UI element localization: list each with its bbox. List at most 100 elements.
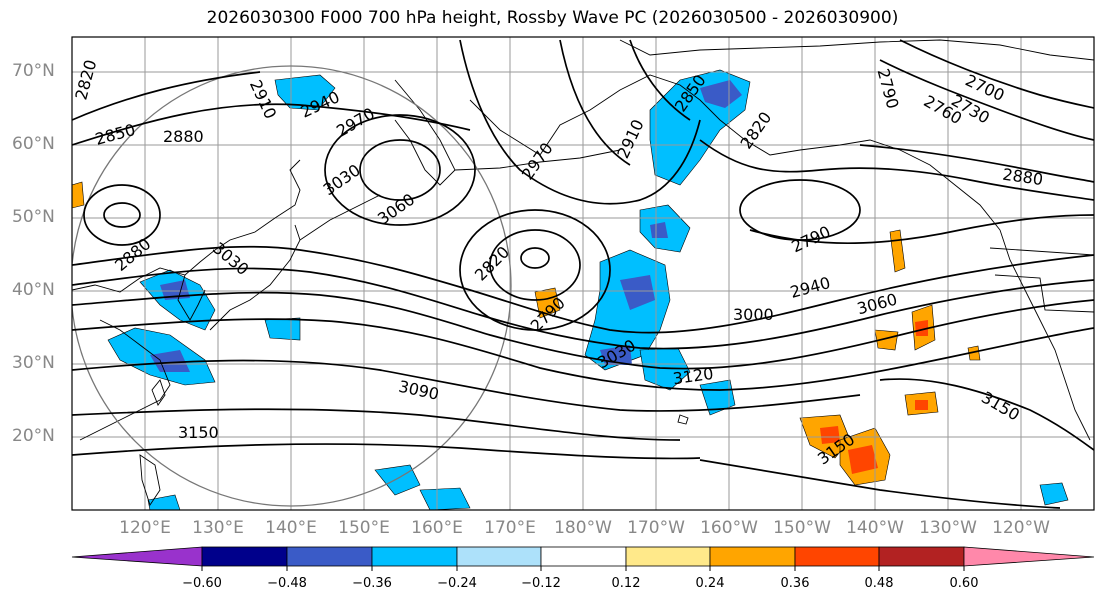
colorbar-segment: [540, 546, 627, 567]
anomaly-shading-strong-negative: [150, 80, 742, 372]
anomaly-core: [150, 350, 190, 372]
lat-label: 40°N: [12, 280, 55, 300]
anomaly-blob: [419, 487, 471, 510]
anomaly-core: [700, 80, 742, 108]
colorbar-tick-label: −0.36: [352, 576, 392, 591]
contour-label: 3150: [178, 423, 219, 442]
coast-us-state: [994, 274, 1094, 313]
contour-line: [72, 408, 681, 441]
coast-alaska: [469, 74, 1001, 231]
coast-kamchatka: [394, 79, 456, 186]
lon-label: 160°E: [411, 518, 463, 538]
anomaly-core: [620, 275, 655, 310]
coast-taiwan: [151, 379, 166, 406]
coast-korea: [177, 274, 206, 321]
contour-line: [749, 214, 1094, 245]
anomaly-blob: [967, 345, 981, 361]
contour-label: 2880: [163, 127, 204, 146]
map-title: 2026030300 F000 700 hPa height, Rossby W…: [206, 8, 899, 28]
height-contours: [72, 39, 1094, 509]
contour-line: [72, 291, 1094, 370]
contour-line: [324, 114, 476, 226]
colorbar-tick-label: 0.36: [780, 576, 810, 591]
contour-line: [859, 144, 1094, 183]
colorbar-tick-label: −0.12: [521, 576, 561, 591]
colorbar-segment: [963, 546, 1095, 567]
anomaly-shading-strong-positive: [820, 320, 928, 474]
lat-label: 50°N: [12, 207, 55, 227]
contour-line: [459, 209, 611, 331]
colorbar-tick-label: 0.48: [864, 576, 894, 591]
contour-line: [103, 202, 141, 228]
anomaly-core: [820, 426, 840, 444]
anomaly-core: [915, 320, 928, 336]
lon-label: 150°E: [338, 518, 390, 538]
anomaly-blob: [874, 329, 899, 351]
graticule: [72, 37, 1094, 510]
colorbar-tick-label: −0.24: [437, 576, 477, 591]
lon-label: 150°W: [773, 518, 831, 538]
coast-kurils: [299, 194, 381, 241]
contour-line: [899, 39, 1094, 109]
coast-asia: [72, 159, 301, 293]
colorbar-segment: [71, 546, 203, 567]
contour-line: [72, 359, 861, 412]
anomaly-blob: [147, 494, 181, 510]
anomaly-core: [848, 445, 878, 474]
colorbar-segment: [794, 546, 880, 567]
lat-label: 30°N: [12, 353, 55, 373]
coast-canada-border: [989, 247, 1094, 256]
coast-philippines: [139, 454, 161, 507]
anomaly-blob: [699, 379, 736, 416]
colorbar-ticks: [201, 566, 965, 571]
map-border: [71, 36, 1095, 511]
contour-label: 3000: [733, 305, 774, 324]
colorbar-segment: [878, 546, 965, 567]
coast-aleutians: [454, 149, 621, 171]
lat-label: 70°N: [12, 61, 55, 81]
contour-line: [699, 139, 1094, 201]
contour-line: [83, 184, 161, 246]
colorbar-tick-label: −0.60: [182, 576, 222, 591]
anomaly-blob: [534, 287, 561, 319]
lat-label: 60°N: [12, 134, 55, 154]
colorbar-segment: [371, 546, 458, 567]
lon-label: 130°W: [919, 518, 977, 538]
coast-china: [79, 319, 171, 441]
contour-line: [72, 443, 701, 460]
lon-label: 180°W: [554, 518, 612, 538]
coast-hawaii: [677, 414, 689, 425]
lat-label: 20°N: [12, 426, 55, 446]
contour-line: [72, 267, 1094, 350]
anomaly-core: [650, 222, 668, 238]
contour-line: [879, 59, 1094, 141]
contour-line: [72, 318, 1094, 391]
contour-line: [489, 229, 581, 301]
colorbar-segment: [625, 546, 711, 567]
lon-label: 120°E: [119, 518, 171, 538]
contour-line: [559, 39, 631, 166]
anomaly-core: [915, 400, 928, 410]
contour-line: [459, 39, 701, 205]
anomaly-blob: [72, 181, 85, 209]
colorbar-segment: [286, 546, 373, 567]
coast-arctic: [619, 39, 1094, 61]
contour-line: [72, 103, 471, 146]
colorbar-tick-label: 0.12: [611, 576, 641, 591]
anomaly-blob: [1039, 482, 1069, 506]
lon-label: 160°W: [700, 518, 758, 538]
contour-line: [879, 378, 1094, 451]
reference-circle: [72, 65, 512, 507]
contour-line: [359, 139, 441, 201]
lon-label: 140°W: [846, 518, 904, 538]
colorbar-segment: [201, 546, 288, 567]
anomaly-blob: [274, 74, 336, 111]
lon-label: 170°E: [484, 518, 536, 538]
contour-line: [629, 39, 691, 121]
lon-label: 140°E: [265, 518, 317, 538]
colorbar-tick-label: 0.24: [695, 576, 725, 591]
colorbar-tick-label: 0.60: [949, 576, 979, 591]
colorbar-segment: [456, 546, 542, 567]
lon-label: 170°W: [627, 518, 685, 538]
